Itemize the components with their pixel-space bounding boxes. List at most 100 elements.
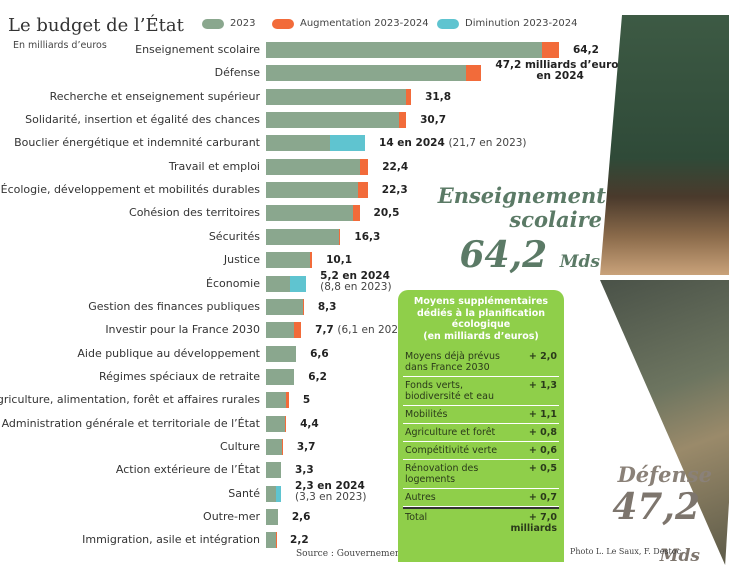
value-label: 22,4 (382, 161, 408, 173)
category-label: Économie (206, 276, 260, 290)
category-label: Travail et emploi (168, 159, 260, 173)
photo-credit: Photo L. Le Saux, F. Destoc (570, 547, 682, 556)
value-label: 31,8 (425, 91, 451, 103)
value-text: 4,4 (300, 417, 319, 430)
category-label: Agriculture, alimentation, forêt et affa… (0, 393, 260, 407)
ecology-row-label: Rénovation des logements (405, 463, 479, 485)
value: 64,2 (459, 234, 548, 276)
ecology-row: Compétitivité verte + 0,6 (403, 442, 559, 460)
bar-2023 (266, 509, 278, 525)
bar-2023 (266, 65, 467, 82)
bar-increase (358, 182, 368, 199)
value-text: 2,6 (291, 511, 311, 523)
value-label: 30,7 (420, 115, 446, 126)
value-text: 6,6 (310, 347, 329, 360)
bar-2023 (266, 158, 360, 175)
category-label: Administration générale et territoriale … (1, 416, 260, 430)
value-label: 10,1 (326, 255, 352, 266)
value-label: 3,3 (295, 465, 314, 476)
title-line: écologique (451, 319, 511, 330)
bar-2023 (266, 42, 542, 58)
ecology-row: Fonds verts, biodiversité et eau + 1,3 (403, 377, 559, 406)
category-label: Justice (223, 253, 260, 267)
category-label: Investir pour la France 2030 (105, 323, 260, 337)
category-label: Solidarité, insertion et égalité des cha… (25, 113, 260, 127)
legend-label: 2023 (230, 18, 256, 29)
highlight-ens-value: 64,2 Mds (430, 234, 600, 276)
value-label: 7,7 (6,1 en 2023) (315, 325, 409, 336)
legend-increase: Augmentation 2023-2024 (272, 18, 429, 29)
bar-increase (352, 205, 360, 222)
legend-swatch-increase (272, 18, 294, 29)
bar-2023 (266, 462, 282, 479)
value-text: 30,7 (420, 114, 447, 127)
total-value: + 7,0 milliards (511, 512, 557, 534)
ecology-box-rows: Moyens déjà prévus dans France 2030 + 2,0… (398, 348, 564, 507)
category-label: Régimes spéciaux de retraite (99, 369, 260, 383)
bar-2023 (266, 438, 283, 455)
value-text: 20,5 (373, 207, 400, 220)
value-text: 5,2 en 2024 (320, 269, 390, 282)
bar-2023 (266, 322, 294, 339)
category-label: Sécurités (208, 229, 260, 243)
value-text: 64,2 (573, 44, 599, 56)
title-line: dédiés à la planification (416, 307, 546, 319)
bar-increase (293, 322, 302, 339)
category-label: Écologie, développement et mobilités dur… (0, 183, 260, 197)
bar-2023 (266, 415, 285, 432)
value-label: 14 en 2024 (21,7 en 2023) (379, 138, 527, 149)
photo-classroom (600, 15, 729, 275)
value-text: 22,3 (381, 184, 408, 197)
value-text: 10,1 (326, 254, 353, 267)
bar-2023 (266, 345, 297, 362)
value-text: 16,3 (354, 230, 381, 243)
category-label: Santé (228, 486, 260, 500)
value-label: 22,3 (382, 185, 408, 196)
value-label: 6,2 (308, 370, 327, 383)
ecology-row-value: + 0,7 (528, 492, 557, 503)
legend-decrease: Diminution 2023-2024 (437, 18, 578, 29)
highlight-ens-line1: Enseignement (437, 183, 606, 208)
value: 47,2 (612, 486, 700, 528)
highlight-def-value: 47,2 Mds (560, 486, 700, 570)
bar-increase (285, 392, 289, 409)
unit: Mds (659, 546, 700, 566)
ecology-box: Moyens supplémentaires dédiés à la plani… (398, 290, 564, 562)
bar-2023 (266, 485, 277, 502)
value-label: 5 (303, 395, 310, 406)
value-label: 2,2 (290, 535, 309, 546)
title-line: (en milliards d’euros) (423, 330, 539, 342)
ecology-row-value: + 0,8 (528, 427, 557, 438)
bar-2023 (266, 112, 400, 129)
value-text: 6,2 (308, 370, 327, 383)
value-note: (8,8 en 2023) (320, 280, 392, 293)
bar-2023 (266, 252, 310, 269)
value-label: 2,3 en 2024 (3,3 en 2023) (295, 479, 366, 503)
legend-2023: 2023 (202, 18, 255, 29)
bar-decrease (276, 485, 282, 502)
bar-increase (541, 42, 559, 58)
ecology-row-value: + 2,0 (528, 351, 557, 362)
highlight-ens-line2: scolaire (509, 207, 602, 232)
bar-2023 (266, 228, 339, 245)
ecology-row-value: + 0,5 (528, 463, 557, 474)
category-label: Aide publique au développement (77, 346, 260, 360)
ecology-row-label: Fonds verts, biodiversité et eau (405, 380, 494, 402)
ecology-total-row: Total + 7,0 milliards (403, 507, 559, 537)
category-label: Défense (214, 66, 260, 80)
bar-2023 (266, 182, 359, 199)
value-text: 3,3 (295, 464, 314, 477)
value-text: 2,3 en 2024 (295, 479, 365, 492)
ecology-row-value: + 1,3 (528, 380, 557, 391)
bar-decrease (329, 135, 366, 152)
ecology-row-label: Mobilités (405, 409, 448, 420)
value-label: 4,4 (300, 417, 319, 430)
value-text-2: en 2024 (536, 70, 584, 83)
value-text: 2,2 (290, 534, 309, 547)
total-unit: milliards (510, 523, 557, 534)
value-label: 16,3 (354, 230, 381, 243)
legend-swatch-decrease (437, 18, 459, 29)
value-text: 3,7 (296, 440, 316, 453)
value-text: 5 (302, 394, 311, 407)
